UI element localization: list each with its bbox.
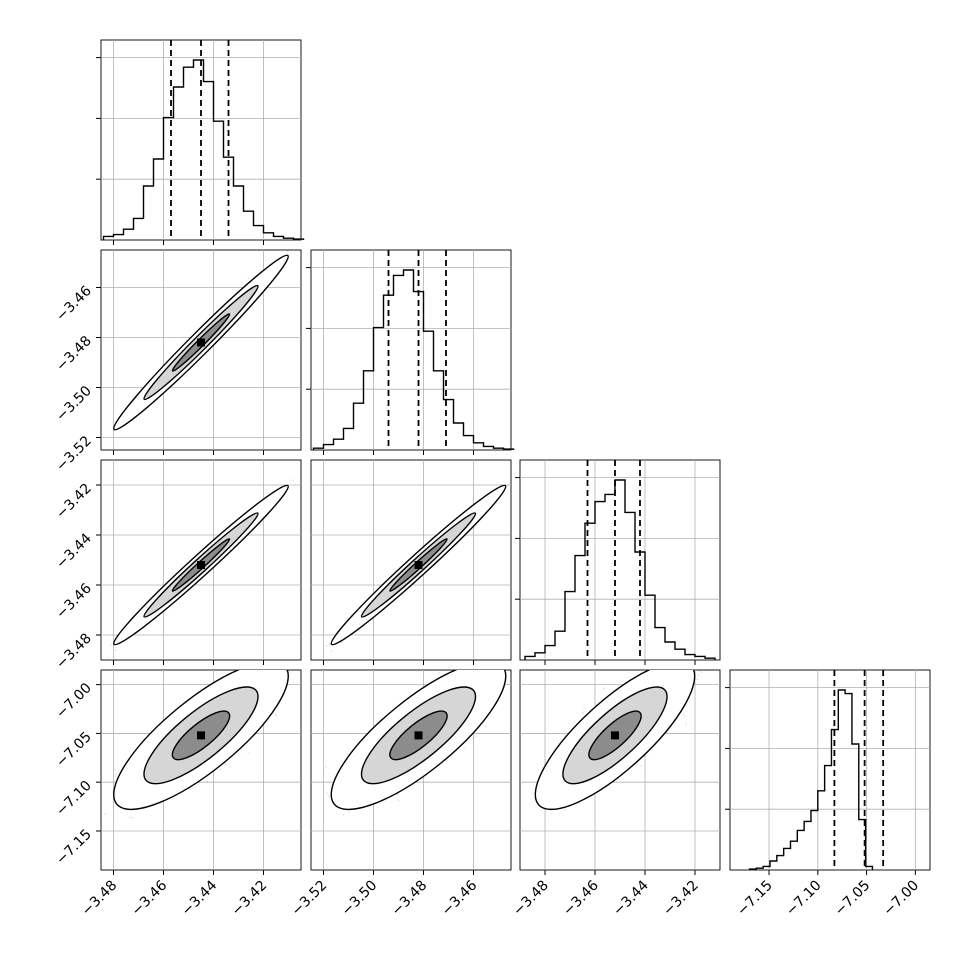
scatter-point — [185, 374, 188, 378]
panel-frame — [519, 459, 721, 661]
scatter-point — [484, 725, 487, 728]
scatter-point — [438, 671, 441, 675]
density-peak — [414, 561, 423, 569]
panel-3-1: −3.52 −3.50 −3.48 −3.46 — [289, 663, 512, 919]
panel-3-0: −7.15 −7.10 −7.05 −7.00 −3.48 −3.46 −3.44 −3.42 — [53, 664, 302, 920]
y-tick-label: −7.15 — [53, 826, 95, 868]
scatter-point — [247, 277, 250, 280]
y-tick-label: −3.48 — [53, 631, 95, 673]
scatter-point — [274, 713, 277, 717]
scatter-group — [96, 664, 296, 828]
density-peak — [197, 338, 205, 347]
y-tick-label: −3.50 — [53, 383, 95, 425]
scatter-point — [129, 816, 132, 819]
histogram-2 — [524, 479, 716, 660]
x-tick-label: −3.48 — [79, 878, 121, 920]
scatter-point — [472, 737, 475, 740]
scatter-group — [107, 479, 295, 659]
scatter-point — [114, 773, 117, 777]
scatter-point — [327, 795, 330, 798]
panel-2-1 — [310, 459, 512, 665]
scatter-point — [466, 663, 468, 665]
panel-2-0: −3.48 −3.46 −3.44 −3.42 — [53, 459, 302, 673]
scatter-point — [294, 665, 296, 667]
scatter-point — [113, 768, 116, 771]
y-tick-label: −3.46 — [53, 283, 95, 325]
y-tick-label: −3.48 — [53, 333, 95, 375]
histogram-1 — [312, 269, 515, 450]
scatter-point — [286, 250, 289, 252]
scatter-point — [347, 811, 350, 814]
y-tick-label: −3.46 — [53, 580, 95, 622]
x-tick-label: −3.44 — [179, 877, 221, 919]
density-peak — [197, 731, 205, 740]
scatter-point — [345, 753, 348, 756]
scatter-point — [247, 752, 250, 755]
scatter-point — [330, 650, 333, 653]
density-peak — [197, 561, 205, 569]
y-tick-label: −7.00 — [53, 680, 95, 722]
scatter-point — [255, 664, 257, 666]
panel-2-2 — [515, 459, 721, 665]
scatter-group — [325, 484, 507, 653]
scatter-point — [292, 479, 295, 482]
panel-0-0 — [96, 39, 305, 245]
scatter-group — [324, 663, 507, 817]
scatter-point — [96, 826, 98, 828]
scatter-point — [225, 762, 228, 765]
panel-1-1 — [306, 249, 515, 455]
scatter-point — [260, 666, 262, 668]
y-tick-label: −3.42 — [53, 481, 95, 523]
scatter-point — [342, 814, 345, 817]
scatter-point — [107, 656, 110, 659]
histogram-0 — [102, 59, 305, 240]
panel-1-0: −3.52 −3.50 −3.48 −3.46 — [53, 249, 302, 475]
scatter-point — [229, 765, 232, 768]
scatter-point — [325, 644, 328, 647]
scatter-point — [114, 648, 117, 652]
scatter-point — [110, 643, 113, 646]
scatter-point — [474, 735, 477, 738]
scatter-group — [113, 250, 289, 431]
scatter-point — [205, 780, 208, 783]
panel-frame — [310, 249, 512, 451]
x-tick-label: −3.46 — [129, 877, 171, 919]
scatter-point — [259, 523, 262, 526]
y-tick-label: −3.44 — [53, 530, 95, 572]
x-tick-label: −3.42 — [229, 878, 271, 920]
y-tick-label: −3.52 — [53, 433, 95, 475]
scatter-point — [155, 406, 158, 409]
scatter-point — [131, 816, 134, 820]
scatter-point — [463, 746, 466, 749]
scatter-point — [103, 813, 107, 816]
scatter-point — [328, 642, 331, 645]
y-tick-label: −7.10 — [53, 778, 95, 820]
scatter-point — [189, 787, 192, 790]
scatter-point — [219, 768, 222, 771]
y-tick-label: −7.05 — [53, 729, 95, 771]
